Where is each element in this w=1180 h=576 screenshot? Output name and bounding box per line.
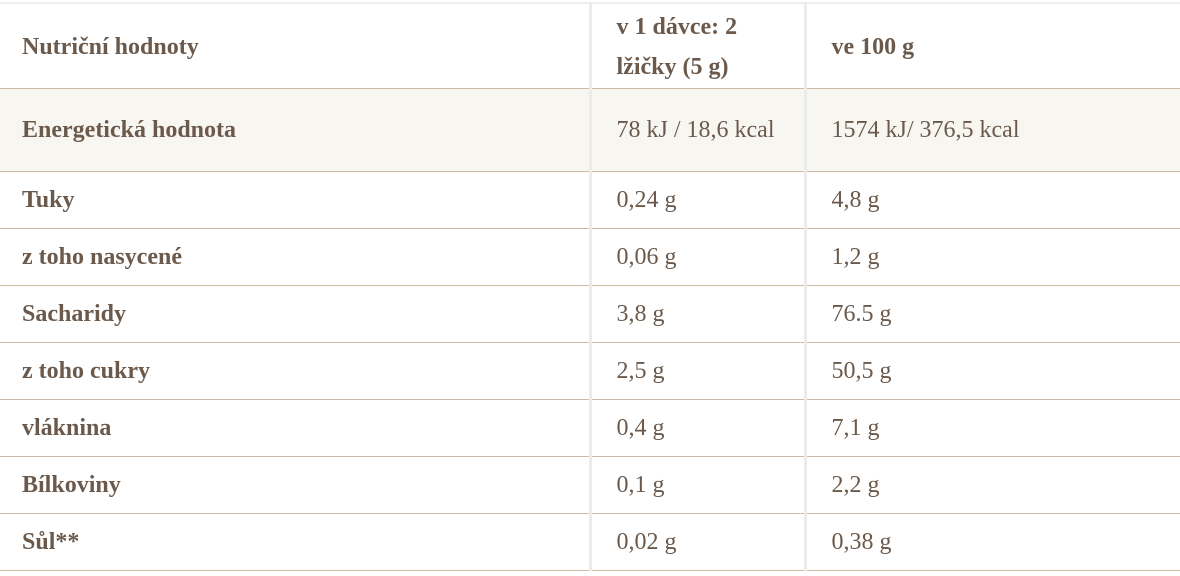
table-row: z toho cukry 2,5 g 50,5 g <box>0 342 1180 400</box>
header-cell: v 1 dávce: 2 lžičky (5 g) <box>588 3 805 89</box>
value-cell: 0,1 g <box>588 456 805 514</box>
row-label: Bílkoviny <box>0 456 590 514</box>
value-cell: 3,8 g <box>588 285 805 343</box>
row-label: Energetická hodnota <box>0 88 590 172</box>
value-cell: 0,02 g <box>588 513 805 571</box>
value-cell: 2,2 g <box>803 456 1180 514</box>
header-row: Nutriční hodnoty v 1 dávce: 2 lžičky (5 g… <box>0 3 1180 89</box>
value-cell: 0,24 g <box>588 171 805 229</box>
table-row: vláknina 0,4 g 7,1 g <box>0 399 1180 457</box>
row-label: z toho cukry <box>0 342 590 400</box>
table-row: Sůl** 0,02 g 0,38 g <box>0 513 1180 571</box>
value-cell: 2,5 g <box>588 342 805 400</box>
value-cell: 7,1 g <box>803 399 1180 457</box>
table-row: Tuky 0,24 g 4,8 g <box>0 171 1180 229</box>
row-label: Sacharidy <box>0 285 590 343</box>
table-row: z toho nasycené 0,06 g 1,2 g <box>0 228 1180 286</box>
row-label: z toho nasycené <box>0 228 590 286</box>
value-cell: 78 kJ / 18,6 kcal <box>588 88 805 172</box>
value-cell: 0,4 g <box>588 399 805 457</box>
value-cell: 50,5 g <box>803 342 1180 400</box>
value-cell: 0,06 g <box>588 228 805 286</box>
row-label: Sůl** <box>0 513 590 571</box>
value-cell: 76.5 g <box>803 285 1180 343</box>
value-cell: 4,8 g <box>803 171 1180 229</box>
header-cell: ve 100 g <box>803 3 1180 89</box>
header-cell: Nutriční hodnoty <box>0 3 590 89</box>
value-cell: 0,38 g <box>803 513 1180 571</box>
row-label: vláknina <box>0 399 590 457</box>
table-row: Energetická hodnota 78 kJ / 18,6 kcal 1574… <box>0 88 1180 172</box>
value-cell: 1574 kJ/ 376,5 kcal <box>803 88 1180 172</box>
table-row: Bílkoviny 0,1 g 2,2 g <box>0 456 1180 514</box>
value-cell: 1,2 g <box>803 228 1180 286</box>
table-row: Sacharidy 3,8 g 76.5 g <box>0 285 1180 343</box>
row-label: Tuky <box>0 171 590 229</box>
table-body: Energetická hodnota 78 kJ / 18,6 kcal 1574… <box>0 88 1180 571</box>
